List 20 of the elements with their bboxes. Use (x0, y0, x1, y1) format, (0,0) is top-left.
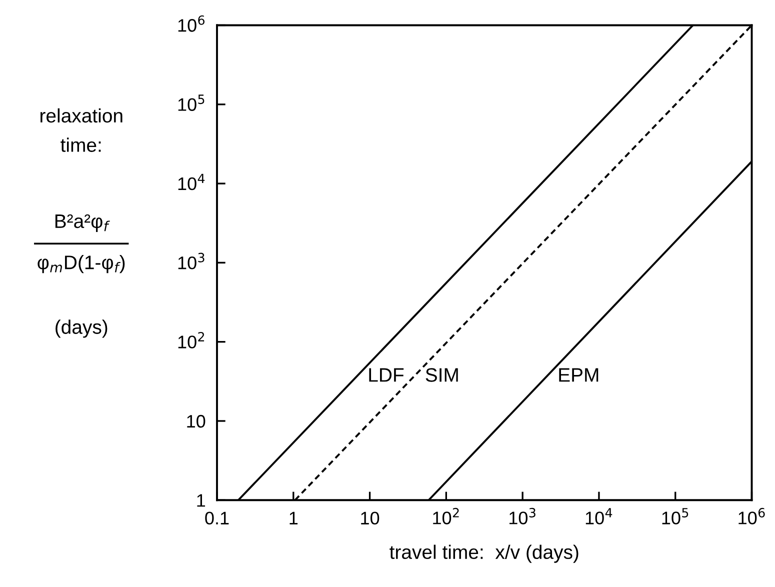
y-tick-label: 1 (197, 494, 206, 507)
x-tick-label: 10$^{4}$ (586, 508, 612, 524)
series-label: SIM (426, 368, 458, 382)
x-tick-label: 10$^{5}$ (662, 508, 688, 524)
x-axis-title: travel time: x/v (days) (390, 544, 578, 563)
y-tick-label: 10$^{4}$ (178, 174, 205, 190)
y-tick-label: 10$^{6}$ (178, 15, 204, 32)
y-tick-label: 10$^{5}$ (178, 94, 204, 111)
x-tick-label: 10$^{3}$ (510, 508, 536, 524)
x-tick-label: 10 (361, 512, 380, 524)
y-tick-label: 10 (187, 414, 206, 428)
x-tick-label: 1 (290, 512, 298, 524)
series-label: EPM (559, 368, 598, 382)
y-tick-label: 10$^{2}$ (178, 332, 204, 348)
x-tick-label: 0.1 (205, 512, 229, 524)
x-tick-label: 10$^{2}$ (433, 508, 459, 524)
text: relaxation time: B²a²φ$_{f}$ φ$_{m}$D(1-φ$_{f}$) (days) (38, 108, 125, 338)
y-tick-label: 10$^{3}$ (178, 252, 204, 270)
x-tick-label: 10$^{6}$ (738, 508, 765, 524)
series-label: LDF (369, 368, 404, 382)
